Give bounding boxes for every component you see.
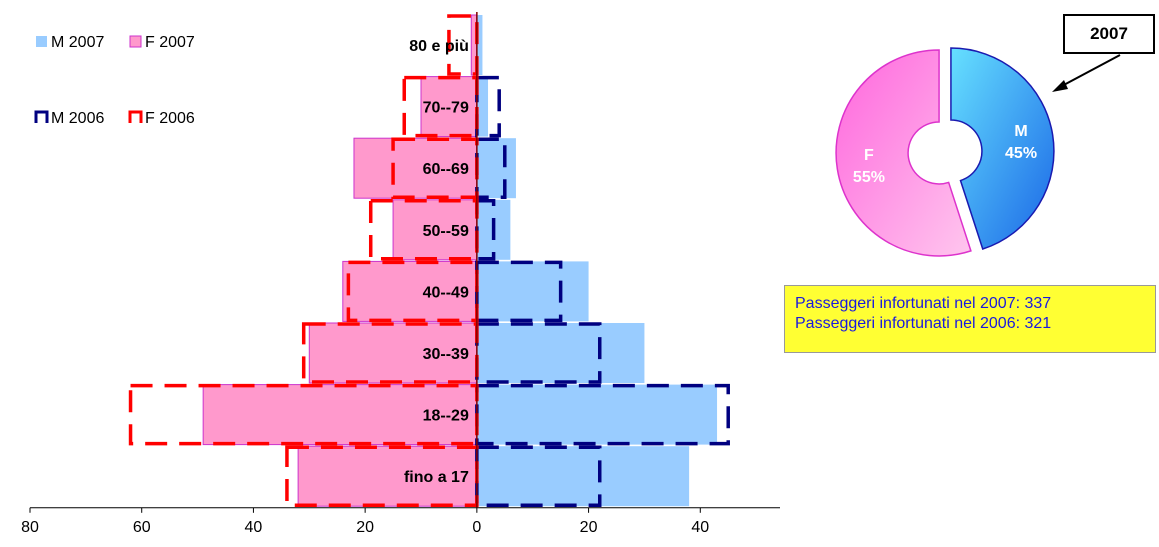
note-line-2006: Passeggeri infortunati nel 2006: 321	[795, 315, 1052, 332]
donut-slice-m	[950, 47, 1055, 250]
note-line-2007: Passeggeri infortunati nel 2007: 337	[795, 295, 1052, 312]
bar-m-2007	[476, 138, 516, 199]
bar-f-2007	[308, 322, 478, 384]
bar-f-2006	[368, 199, 479, 261]
injured-passengers-note: Passeggeri infortunati nel 2007: 337 Pas…	[784, 285, 1156, 353]
bar-m-2007	[476, 261, 589, 322]
legend-swatch	[129, 35, 142, 48]
bar-f-2007	[202, 384, 478, 446]
x-tick-label: 60	[133, 519, 151, 536]
donut-title: 2007	[1090, 24, 1128, 43]
category-label: 18--29	[423, 408, 469, 425]
population-pyramid-chart: 806040200204060 fino a 1718--2930--3940-…	[21, 12, 780, 536]
category-label: 50--59	[423, 223, 469, 240]
legend-label: M 2007	[51, 34, 104, 51]
category-label: 70--79	[423, 100, 469, 117]
legend-label: F 2007	[145, 34, 195, 51]
x-tick-label: 20	[580, 519, 598, 536]
category-label: 80 e più	[409, 38, 469, 55]
legend-swatch	[36, 36, 47, 47]
category-label: fino a 17	[404, 469, 469, 486]
donut-slice-f	[835, 49, 972, 257]
legend-swatch	[34, 110, 49, 123]
bar-m-2006	[475, 445, 602, 507]
bar-m-2007	[476, 384, 718, 445]
x-tick-label: 80	[21, 519, 39, 536]
bar-m-2006	[475, 75, 501, 138]
bar-m-2007	[476, 323, 645, 383]
x-tick-label: 20	[356, 519, 374, 536]
bar-m-2007	[476, 76, 489, 137]
donut-title-box: 2007	[1063, 14, 1155, 54]
category-label: 60--69	[423, 161, 469, 178]
legend-swatch	[128, 110, 143, 123]
bar-m-2006	[475, 322, 602, 384]
donut-slice-value: 55%	[853, 169, 885, 186]
legend-label: F 2006	[145, 110, 195, 127]
donut-slice-label: F	[864, 147, 874, 164]
bar-m-2007	[476, 15, 483, 75]
x-tick-label: 40	[245, 519, 263, 536]
gender-donut-chart: M 45% F 55%	[835, 47, 1055, 257]
x-tick-label: 0	[472, 519, 481, 536]
x-tick-label: 40	[691, 519, 709, 536]
bar-m-2007	[476, 446, 690, 507]
legend-label: M 2006	[51, 110, 104, 127]
category-label: 30--39	[423, 346, 469, 363]
category-label: 40--49	[423, 284, 469, 301]
donut-slice-value: 45%	[1005, 145, 1037, 162]
bar-f-2006	[301, 322, 479, 384]
bar-f-2006	[447, 14, 479, 76]
donut-slice-label: M	[1014, 123, 1027, 140]
bar-f-2006	[402, 75, 479, 138]
bar-f-2007	[297, 445, 478, 507]
